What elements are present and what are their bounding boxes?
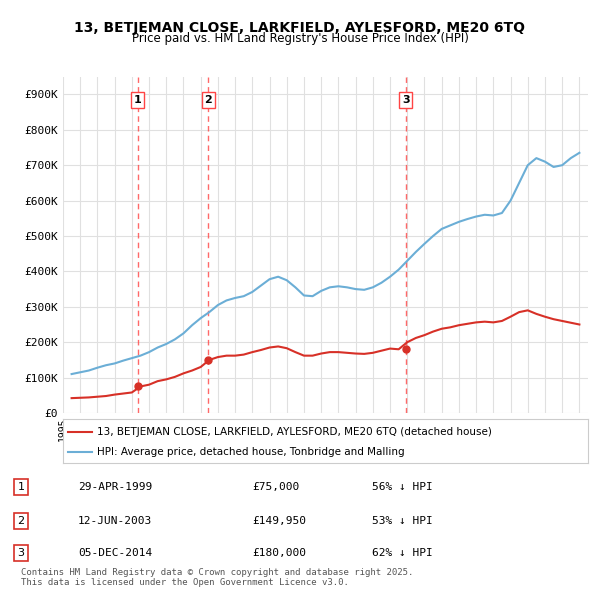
Text: £149,950: £149,950: [252, 516, 306, 526]
Text: 13, BETJEMAN CLOSE, LARKFIELD, AYLESFORD, ME20 6TQ (detached house): 13, BETJEMAN CLOSE, LARKFIELD, AYLESFORD…: [97, 427, 492, 437]
Text: 29-APR-1999: 29-APR-1999: [78, 482, 152, 492]
Text: 56% ↓ HPI: 56% ↓ HPI: [372, 482, 433, 492]
Text: Price paid vs. HM Land Registry's House Price Index (HPI): Price paid vs. HM Land Registry's House …: [131, 32, 469, 45]
Text: 12-JUN-2003: 12-JUN-2003: [78, 516, 152, 526]
Text: 13, BETJEMAN CLOSE, LARKFIELD, AYLESFORD, ME20 6TQ: 13, BETJEMAN CLOSE, LARKFIELD, AYLESFORD…: [74, 21, 526, 35]
Text: 3: 3: [402, 95, 410, 105]
Text: 05-DEC-2014: 05-DEC-2014: [78, 548, 152, 558]
Text: HPI: Average price, detached house, Tonbridge and Malling: HPI: Average price, detached house, Tonb…: [97, 447, 405, 457]
Text: £180,000: £180,000: [252, 548, 306, 558]
Text: 53% ↓ HPI: 53% ↓ HPI: [372, 516, 433, 526]
Text: £75,000: £75,000: [252, 482, 299, 492]
Text: 2: 2: [17, 516, 25, 526]
Text: 3: 3: [17, 548, 25, 558]
Text: This data is licensed under the Open Government Licence v3.0.: This data is licensed under the Open Gov…: [21, 578, 349, 587]
Text: Contains HM Land Registry data © Crown copyright and database right 2025.: Contains HM Land Registry data © Crown c…: [21, 568, 413, 577]
Text: 62% ↓ HPI: 62% ↓ HPI: [372, 548, 433, 558]
Text: 2: 2: [205, 95, 212, 105]
Text: 1: 1: [17, 482, 25, 492]
Text: 1: 1: [134, 95, 142, 105]
